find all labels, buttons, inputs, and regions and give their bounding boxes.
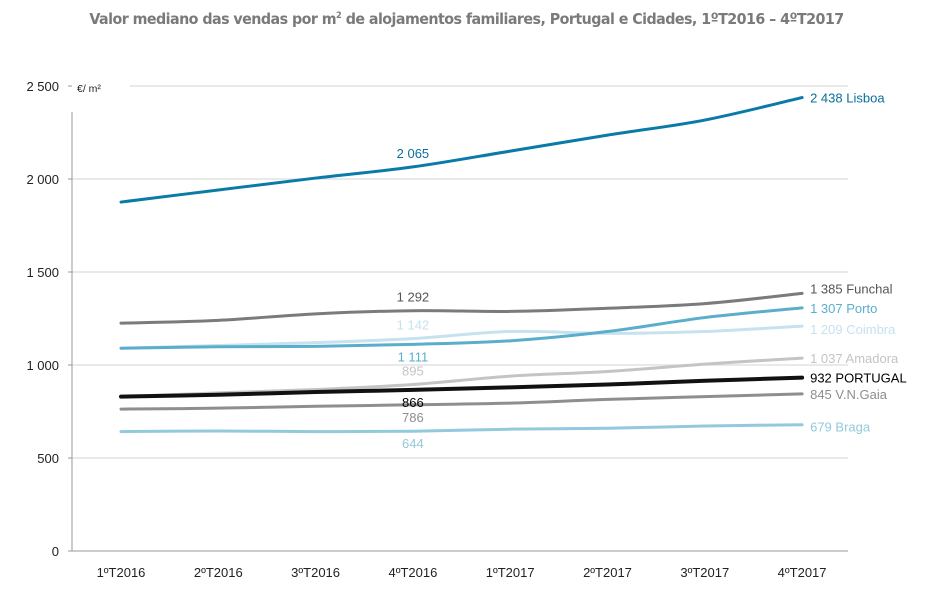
x-tick-label: 3ºT2017 xyxy=(680,565,729,580)
x-tick-label: 1ºT2017 xyxy=(486,565,535,580)
y-axis-ticks: 0 500 1 000 1 500 2 000 2 500 xyxy=(26,79,72,559)
x-tick-label: 1ºT2016 xyxy=(97,565,146,580)
series-line-coimbra xyxy=(119,324,804,350)
title-main: Valor mediano das vendas por m xyxy=(89,10,337,28)
data-labels: 2 438 Lisboa 2 065 1 385 Funchal 1 292 1 307… xyxy=(397,91,907,452)
mid-label-portugal: 866 xyxy=(402,395,424,410)
y-tick-label: 0 xyxy=(52,544,59,559)
end-label-vngaia: 845 V.N.Gaia xyxy=(810,387,888,402)
axes xyxy=(71,112,848,552)
series-line-braga xyxy=(119,423,804,434)
end-label-amadora: 1 037 Amadora xyxy=(810,351,899,366)
series-line-funchal xyxy=(119,291,804,325)
mid-label-porto: 1 111 xyxy=(398,349,429,364)
series-lines xyxy=(119,96,805,434)
series-line-vngaia xyxy=(119,392,804,411)
y-tick-label: 2 500 xyxy=(26,79,59,94)
unit-label: €/ m² xyxy=(77,83,101,95)
y-tick-label: 2 000 xyxy=(26,172,59,187)
x-tick-label: 4ºT2017 xyxy=(778,565,827,580)
x-axis-ticks: 1ºT2016 2ºT2016 3ºT2016 4ºT2016 1ºT2017 2ºT20… xyxy=(97,565,827,580)
mid-label-amadora: 895 xyxy=(402,364,424,379)
title-rest: de alojamentos familiares, Portugal e Ci… xyxy=(341,10,845,28)
gridlines xyxy=(72,85,848,459)
end-label-porto: 1 307 Porto xyxy=(810,301,877,316)
end-label-funchal: 1 385 Funchal xyxy=(810,281,893,296)
series-line-portugal xyxy=(119,375,805,399)
mid-label-funchal: 1 292 xyxy=(397,290,430,305)
chart-title: Valor mediano das vendas por m2 de aloja… xyxy=(37,10,895,28)
series-line-amadora xyxy=(119,356,804,399)
mid-label-coimbra: 1 142 xyxy=(397,318,430,333)
title-superscript: 2 xyxy=(336,10,342,21)
end-label-portugal: 932 PORTUGAL xyxy=(810,371,907,386)
mid-label-vngaia: 786 xyxy=(402,410,424,425)
y-tick-label: 500 xyxy=(37,451,59,466)
x-tick-label: 2ºT2016 xyxy=(194,565,243,580)
end-label-lisboa: 2 438 Lisboa xyxy=(810,91,885,106)
y-tick-label: 1 000 xyxy=(26,358,59,373)
series-line-porto xyxy=(119,306,804,350)
end-label-coimbra: 1 209 Coimbra xyxy=(810,322,896,337)
mid-label-lisboa: 2 065 xyxy=(397,146,430,161)
x-tick-label: 2ºT2017 xyxy=(583,565,632,580)
x-tick-label: 3ºT2016 xyxy=(291,565,340,580)
end-label-braga: 679 Braga xyxy=(810,420,871,435)
x-tick-label: 4ºT2016 xyxy=(388,565,437,580)
y-tick-label: 1 500 xyxy=(26,265,59,280)
mid-label-braga: 644 xyxy=(402,436,424,451)
series-line-lisboa xyxy=(119,96,804,204)
